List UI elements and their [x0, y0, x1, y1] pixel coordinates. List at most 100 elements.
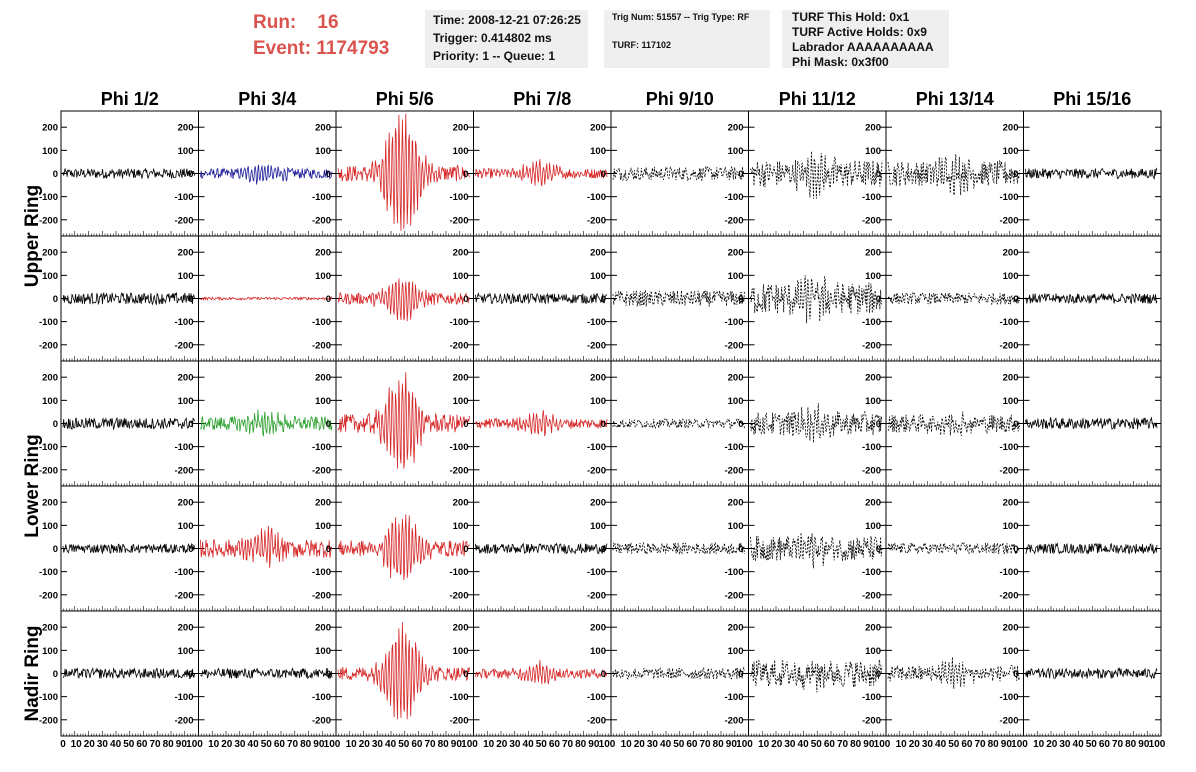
y-tick-label: -200 — [39, 715, 58, 726]
x-tick-label: 40 — [385, 739, 397, 750]
y-tick-label: -200 — [39, 465, 58, 476]
x-tick-label: 30 — [234, 739, 246, 750]
y-tick-label: 100 — [728, 271, 744, 282]
y-tick-label: 100 — [453, 521, 469, 532]
x-tick-label: 80 — [1125, 739, 1137, 750]
y-tick-label: 100 — [1003, 396, 1019, 407]
trig-num-text: Trig Num: 51557 -- Trig Type: RF — [612, 12, 750, 22]
y-tick-label: -100 — [174, 192, 193, 203]
y-tick-label: 200 — [42, 248, 58, 259]
y-tick-label: 200 — [1003, 248, 1019, 259]
y-tick-label: 200 — [590, 623, 606, 634]
y-tick-label: 0 — [876, 294, 881, 305]
y-tick-label: 0 — [53, 294, 58, 305]
x-tick-label: 70 — [974, 739, 986, 750]
x-tick-label: 30 — [922, 739, 934, 750]
y-tick-label: 200 — [728, 248, 744, 259]
y-tick-label: 0 — [188, 169, 193, 180]
y-tick-label: -200 — [174, 715, 193, 726]
event-number: Event: 1174793 — [253, 38, 390, 59]
waveform-trace — [887, 291, 1020, 306]
y-tick-label: 0 — [463, 419, 468, 430]
y-tick-label: -100 — [587, 567, 606, 578]
x-tick-label: 20 — [496, 739, 508, 750]
x-tick-label: 60 — [411, 739, 423, 750]
x-tick-label: 10 — [758, 739, 770, 750]
x-tick-label: 40 — [798, 739, 810, 750]
waveform-trace — [1025, 167, 1158, 180]
x-tick-label: 20 — [771, 739, 783, 750]
x-tick-label: 90 — [176, 739, 188, 750]
y-tick-label: 200 — [590, 498, 606, 509]
y-tick-label: 0 — [876, 169, 881, 180]
y-tick-label: 100 — [453, 646, 469, 657]
waveform-trace — [750, 532, 883, 569]
y-tick-label: -200 — [174, 465, 193, 476]
x-tick-label: 70 — [424, 739, 436, 750]
y-tick-label: -200 — [724, 215, 743, 226]
waveform-trace — [887, 411, 1020, 436]
y-tick-label: -200 — [587, 340, 606, 351]
column-title: Phi 9/10 — [646, 89, 714, 109]
y-tick-label: -200 — [999, 465, 1018, 476]
y-tick-label: 0 — [326, 294, 331, 305]
y-tick-label: 0 — [326, 419, 331, 430]
y-tick-label: 100 — [42, 521, 58, 532]
y-tick-label: 100 — [42, 646, 58, 657]
y-tick-label: 0 — [601, 294, 606, 305]
y-tick-label: 0 — [601, 169, 606, 180]
y-tick-label: 100 — [1003, 521, 1019, 532]
y-tick-label: -200 — [174, 340, 193, 351]
x-tick-label: 20 — [359, 739, 371, 750]
waveform-trace — [475, 410, 608, 437]
x-tick-label: 30 — [647, 739, 659, 750]
x-tick-label: 10 — [896, 739, 908, 750]
y-tick-label: 200 — [590, 123, 606, 134]
y-tick-label: -100 — [174, 317, 193, 328]
y-tick-label: 100 — [178, 271, 194, 282]
waveform-trace — [1025, 292, 1158, 305]
y-tick-label: 200 — [42, 498, 58, 509]
y-tick-label: 0 — [738, 544, 743, 555]
x-tick-label: 90 — [313, 739, 325, 750]
x-tick-label: 50 — [673, 739, 685, 750]
y-tick-label: 200 — [453, 248, 469, 259]
waveform-trace — [887, 541, 1020, 556]
run-event-label: Run: 16 Event: 1174793 — [253, 10, 389, 62]
x-tick-label: 70 — [699, 739, 711, 750]
y-tick-label: 100 — [1003, 646, 1019, 657]
y-tick-label: 100 — [178, 646, 194, 657]
y-tick-label: 0 — [876, 419, 881, 430]
y-tick-label: -100 — [587, 317, 606, 328]
x-tick-label: 50 — [398, 739, 410, 750]
y-tick-label: -100 — [999, 567, 1018, 578]
x-tick-label: 70 — [837, 739, 849, 750]
y-tick-label: 200 — [453, 123, 469, 134]
x-tick-label: 60 — [686, 739, 698, 750]
y-tick-label: -200 — [174, 590, 193, 601]
y-tick-label: 200 — [453, 623, 469, 634]
waveform-trace — [200, 163, 333, 185]
x-tick-label: 40 — [1073, 739, 1085, 750]
x-tick-label: 60 — [824, 739, 836, 750]
x-tick-label: 40 — [660, 739, 672, 750]
waveform-trace — [200, 295, 333, 302]
y-tick-label: 100 — [178, 146, 194, 157]
x-tick-label: 40 — [110, 739, 122, 750]
y-tick-label: -200 — [862, 715, 881, 726]
column-title: Phi 11/12 — [779, 89, 856, 109]
y-tick-label: 0 — [738, 294, 743, 305]
y-tick-label: -100 — [999, 317, 1018, 328]
y-tick-label: 200 — [728, 623, 744, 634]
y-tick-label: -100 — [312, 192, 331, 203]
x-tick-label: 50 — [123, 739, 135, 750]
y-tick-label: -200 — [312, 715, 331, 726]
y-tick-label: -200 — [999, 215, 1018, 226]
x-tick-label: 60 — [1099, 739, 1111, 750]
x-tick-label: 90 — [726, 739, 738, 750]
y-tick-label: 0 — [1013, 294, 1018, 305]
x-tick-label: 20 — [634, 739, 646, 750]
x-tick-label: 100 — [324, 739, 341, 750]
y-tick-label: -100 — [449, 567, 468, 578]
